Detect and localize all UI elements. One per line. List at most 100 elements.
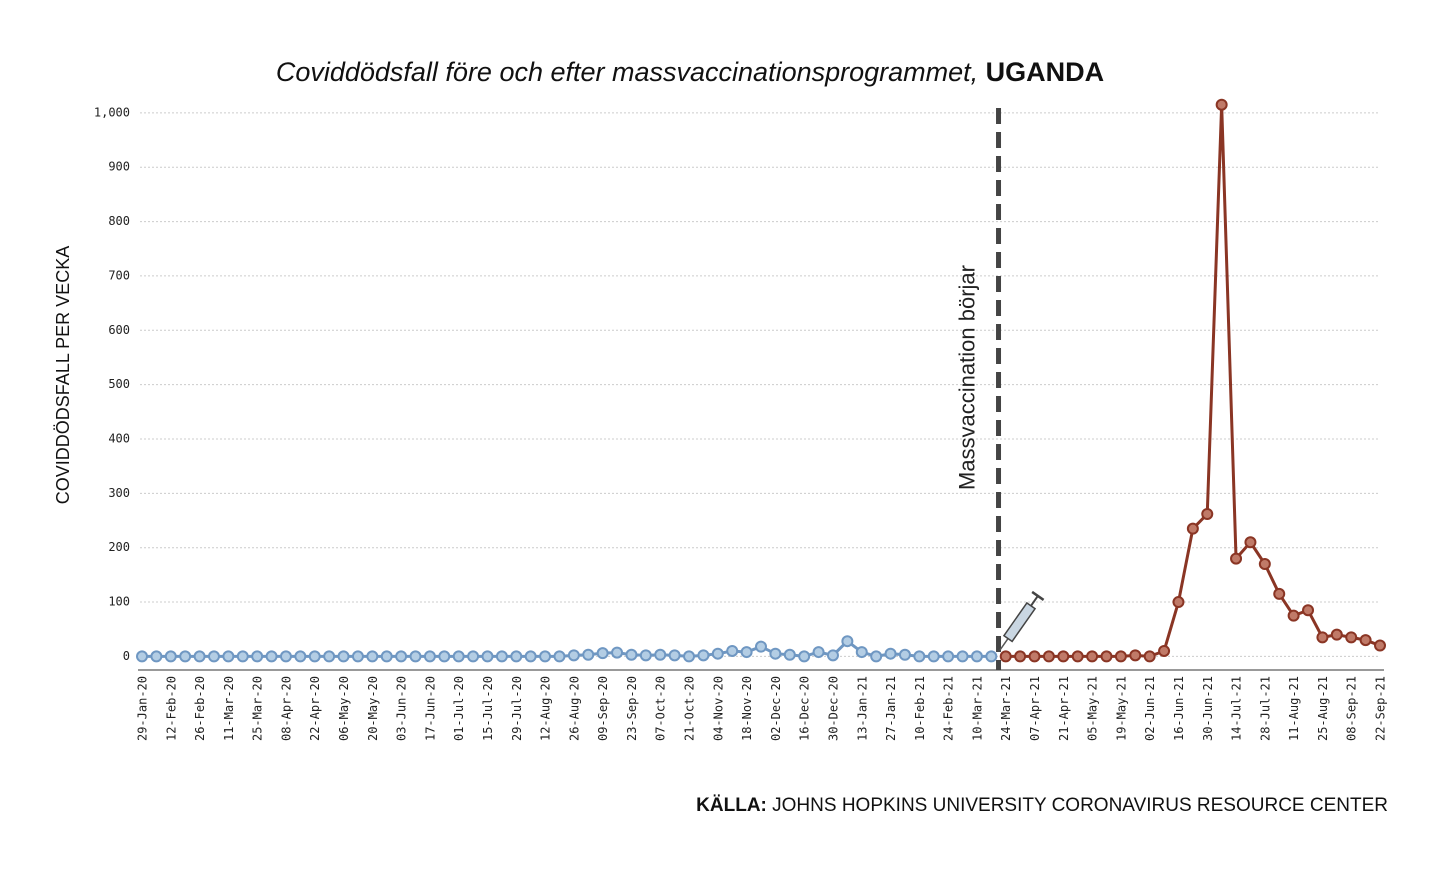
- point: [769, 647, 782, 660]
- point: [1042, 650, 1055, 663]
- x-tick-label: 16-Jun-21: [1172, 676, 1186, 741]
- x-tick-label: 25-Aug-21: [1316, 676, 1330, 741]
- point: [395, 650, 408, 663]
- point: [999, 650, 1012, 663]
- chart-title: Coviddödsfall före och efter massvaccina…: [276, 57, 1104, 87]
- point: [639, 649, 652, 662]
- point: [1258, 558, 1271, 571]
- annotation: Massvaccination börjar: [954, 265, 979, 490]
- y-tick-label: 200: [108, 540, 130, 554]
- point: [1114, 650, 1127, 663]
- point: [1071, 650, 1084, 663]
- point: [726, 644, 739, 657]
- x-tick-label: 07-Oct-20: [654, 676, 668, 741]
- x-tick-label: 29-Jul-20: [510, 676, 524, 741]
- x-tick-label: 02-Dec-20: [769, 676, 783, 741]
- x-tick-label: 26-Aug-20: [567, 676, 581, 741]
- point: [1215, 98, 1228, 111]
- point: [553, 650, 566, 663]
- x-tick-label: 08-Apr-20: [279, 676, 293, 741]
- y-tick-label: 400: [108, 431, 130, 445]
- x-tick-label: 13-Jan-21: [855, 676, 869, 741]
- point: [452, 650, 465, 663]
- x-tick-label: 03-Jun-20: [395, 676, 409, 741]
- point: [351, 650, 364, 663]
- source-label: KÄLLA:: [696, 795, 767, 816]
- point: [1028, 650, 1041, 663]
- point: [1186, 522, 1199, 535]
- x-tick-label: 05-May-21: [1086, 676, 1100, 741]
- point: [755, 640, 767, 653]
- point: [1359, 634, 1372, 647]
- point: [236, 650, 249, 663]
- point: [251, 650, 264, 663]
- point: [812, 646, 825, 659]
- x-tick-label: 08-Sep-21: [1345, 676, 1359, 741]
- y-axis-label: COVIDDÖDSFALL PER VECKA: [53, 246, 73, 504]
- x-tick-label: 04-Nov-20: [711, 676, 725, 741]
- x-tick-label: 15-Jul-20: [481, 676, 495, 741]
- point: [1129, 649, 1142, 662]
- point: [913, 650, 926, 663]
- x-tick-label: 02-Jun-21: [1143, 676, 1157, 741]
- x-tick-label: 22-Apr-20: [308, 676, 322, 741]
- point: [582, 648, 595, 661]
- x-tick-label: 12-Aug-20: [539, 676, 553, 741]
- point: [1057, 650, 1070, 663]
- x-tick-label: 23-Sep-20: [625, 676, 639, 741]
- point: [323, 650, 336, 663]
- point: [193, 650, 206, 663]
- point: [1230, 552, 1243, 565]
- point: [467, 650, 480, 663]
- x-tick-label: 22-Sep-21: [1374, 676, 1388, 741]
- x-tick-label: 14-Jul-21: [1230, 676, 1244, 741]
- point: [539, 650, 552, 663]
- point: [179, 650, 192, 663]
- point: [855, 646, 868, 659]
- point: [898, 648, 911, 661]
- x-tick-label: 24-Mar-21: [999, 676, 1013, 741]
- x-tick-label: 06-May-20: [337, 676, 351, 741]
- x-tick-label: 26-Feb-20: [193, 676, 207, 741]
- x-tick-label: 24-Feb-21: [942, 676, 956, 741]
- x-tick-label: 27-Jan-21: [884, 676, 898, 741]
- y-tick-label: 500: [108, 377, 130, 391]
- point: [409, 650, 422, 663]
- point: [826, 649, 839, 662]
- series-line: [1005, 104, 1381, 658]
- point: [841, 635, 854, 648]
- point: [942, 650, 955, 663]
- point: [222, 650, 235, 663]
- x-tick-label: 19-May-21: [1114, 676, 1128, 741]
- y-tick-label: 100: [108, 595, 130, 609]
- point: [1201, 508, 1214, 521]
- title-text: Coviddödsfall före och efter massvaccina…: [276, 57, 978, 87]
- point: [970, 650, 983, 663]
- point: [783, 648, 796, 661]
- x-tick-label: 11-Mar-20: [222, 676, 236, 741]
- x-tick-label: 18-Nov-20: [740, 676, 754, 741]
- point: [481, 650, 494, 663]
- point: [495, 650, 508, 663]
- point: [279, 650, 292, 663]
- point: [1287, 609, 1300, 622]
- point: [567, 649, 580, 662]
- point: [1158, 644, 1171, 657]
- x-tick-label: 09-Sep-20: [596, 676, 610, 741]
- y-tick-label: 600: [108, 323, 130, 337]
- point: [884, 647, 897, 660]
- point: [1316, 631, 1329, 644]
- point: [596, 647, 609, 660]
- x-tick-label: 30-Jun-21: [1201, 676, 1215, 741]
- point: [625, 648, 638, 661]
- source-text: JOHNS HOPKINS UNIVERSITY CORONAVIRUS RES…: [772, 795, 1388, 816]
- x-tick-label: 07-Apr-21: [1028, 676, 1042, 741]
- point: [654, 648, 667, 661]
- point: [164, 650, 177, 663]
- point: [668, 649, 681, 662]
- point: [366, 650, 379, 663]
- y-tick-label: 0: [123, 649, 130, 663]
- point: [380, 650, 393, 663]
- x-tick-label: 10-Mar-21: [970, 676, 984, 741]
